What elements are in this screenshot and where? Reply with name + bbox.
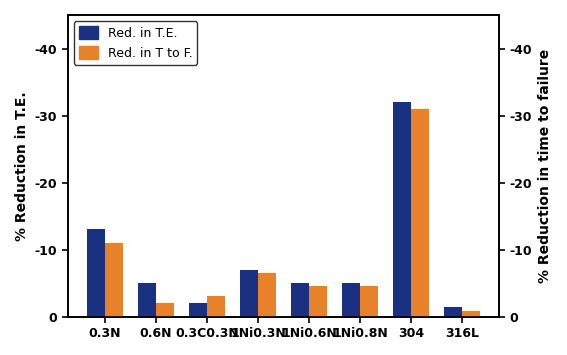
Bar	[138, 283, 156, 317]
Bar	[105, 243, 123, 317]
Y-axis label: % Reduction in time to failure: % Reduction in time to failure	[538, 49, 552, 283]
Bar	[342, 283, 360, 317]
Bar	[291, 283, 309, 317]
Bar	[393, 102, 411, 317]
Bar	[462, 311, 480, 317]
Bar	[87, 229, 105, 317]
Bar	[411, 109, 429, 317]
Bar	[258, 273, 276, 317]
Legend: Red. in T.E., Red. in T to F.: Red. in T.E., Red. in T to F.	[74, 21, 197, 65]
Bar	[444, 306, 462, 317]
Bar	[360, 286, 378, 317]
Bar	[309, 286, 327, 317]
Bar	[156, 303, 174, 317]
Bar	[207, 296, 225, 317]
Y-axis label: % Reduction in T.E.: % Reduction in T.E.	[15, 91, 29, 241]
Bar	[189, 303, 207, 317]
Bar	[240, 270, 258, 317]
